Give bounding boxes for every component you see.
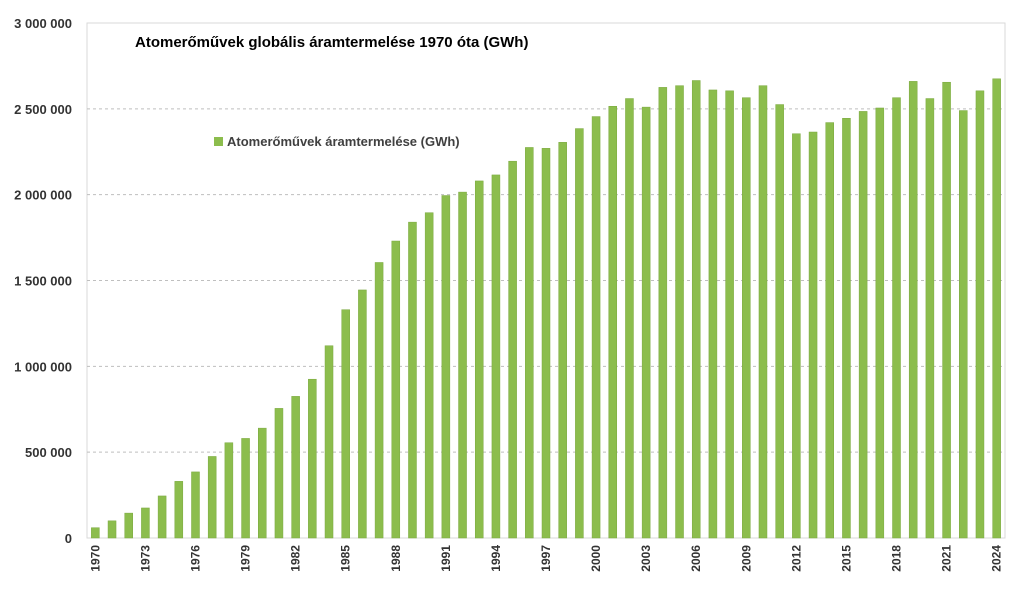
bar-1982: [291, 396, 300, 539]
bar-2000: [591, 116, 601, 539]
bar-1976: [191, 471, 200, 539]
bar-1992: [458, 191, 467, 539]
x-tick-label: 1985: [339, 545, 353, 572]
y-axis-ticks: 0 500 000 1 000 000 1 500 000 2 000 000 2 500…: [14, 16, 72, 546]
chart-title: Atomerőművek globális áramtermelése 1970…: [135, 34, 528, 51]
bar-2006: [691, 80, 701, 539]
bar-2003: [641, 106, 651, 539]
bar-2008: [725, 90, 734, 539]
bar-1987: [374, 262, 384, 539]
x-tick-label: 1970: [88, 545, 102, 572]
bar-1971: [107, 520, 117, 539]
bar-1989: [408, 221, 417, 539]
bar-2021: [942, 81, 951, 539]
bar-1988: [391, 240, 401, 539]
y-tick-label: 0: [65, 531, 72, 546]
x-tick-label: 2015: [839, 545, 853, 572]
bar-1998: [558, 142, 567, 539]
bar-2004: [658, 87, 668, 539]
y-tick-label: 1 000 000: [14, 359, 72, 374]
x-axis-ticks: 1970 1973 1976 1979 1982 1985 1988 1991 1994 1997…: [88, 545, 1003, 572]
bar-2016: [858, 111, 868, 539]
bar-2013: [808, 131, 818, 539]
x-tick-label: 1997: [539, 545, 553, 572]
bar-1996: [525, 147, 534, 539]
x-tick-label: 2003: [639, 545, 653, 572]
x-tick-label: 1976: [188, 545, 202, 572]
bar-1993: [474, 180, 484, 539]
legend-swatch: [214, 137, 223, 146]
bar-2001: [608, 106, 618, 539]
x-tick-label: 1988: [389, 545, 403, 572]
bar-2022: [959, 110, 968, 539]
x-tick-label: 2000: [589, 545, 603, 572]
bar-1974: [157, 495, 167, 539]
x-tick-label: 1979: [239, 545, 253, 572]
bar-2019: [908, 81, 918, 539]
y-tick-label: 2 500 000: [14, 102, 72, 117]
x-tick-label: 1994: [489, 545, 503, 572]
y-tick-label: 1 500 000: [14, 274, 72, 289]
x-tick-label: 2018: [890, 545, 904, 572]
bar-1990: [424, 212, 434, 539]
bar-1999: [575, 128, 584, 539]
bar-1970: [91, 527, 100, 539]
x-tick-label: 2009: [739, 545, 753, 572]
bar-2010: [758, 85, 768, 539]
bar-1980: [258, 427, 267, 539]
bar-1972: [124, 512, 133, 539]
x-tick-label: 1982: [289, 545, 303, 572]
bar-2002: [625, 98, 634, 539]
bar-1978: [224, 442, 234, 539]
bar-1973: [141, 507, 150, 539]
x-tick-label: 2012: [789, 545, 803, 572]
bar-1975: [174, 481, 184, 539]
bar-2009: [742, 97, 751, 539]
bar-2023: [975, 90, 985, 539]
bar-2012: [792, 133, 801, 539]
legend: Atomerőművek áramtermelése (GWh): [214, 134, 460, 149]
bar-2014: [825, 122, 834, 539]
bar-2005: [675, 85, 684, 539]
bar-1985: [341, 309, 350, 539]
bar-1997: [541, 148, 551, 539]
bar-2020: [925, 98, 935, 539]
bar-2024: [992, 78, 1001, 539]
bar-2011: [775, 104, 784, 539]
x-tick-label: 2021: [940, 545, 954, 572]
bar-1986: [358, 289, 367, 539]
legend-label: Atomerőművek áramtermelése (GWh): [227, 134, 460, 149]
bar-1994: [491, 174, 501, 539]
bar-1991: [441, 195, 451, 539]
y-tick-label: 500 000: [25, 445, 72, 460]
bar-2017: [875, 107, 885, 539]
bar-1977: [207, 456, 217, 539]
x-tick-label: 2024: [990, 545, 1004, 572]
bar-1981: [274, 408, 284, 539]
x-tick-label: 1973: [138, 545, 152, 572]
bar-1995: [508, 160, 517, 539]
bar-1984: [324, 345, 334, 539]
y-tick-label: 3 000 000: [14, 16, 72, 31]
bar-1979: [241, 438, 250, 539]
x-tick-label: 1991: [439, 545, 453, 572]
bars: [91, 78, 1001, 539]
bar-2015: [842, 118, 851, 539]
y-tick-label: 2 000 000: [14, 188, 72, 203]
bar-2007: [708, 89, 718, 539]
bar-1983: [308, 378, 317, 539]
bar-2018: [892, 97, 901, 539]
x-tick-label: 2006: [689, 545, 703, 572]
